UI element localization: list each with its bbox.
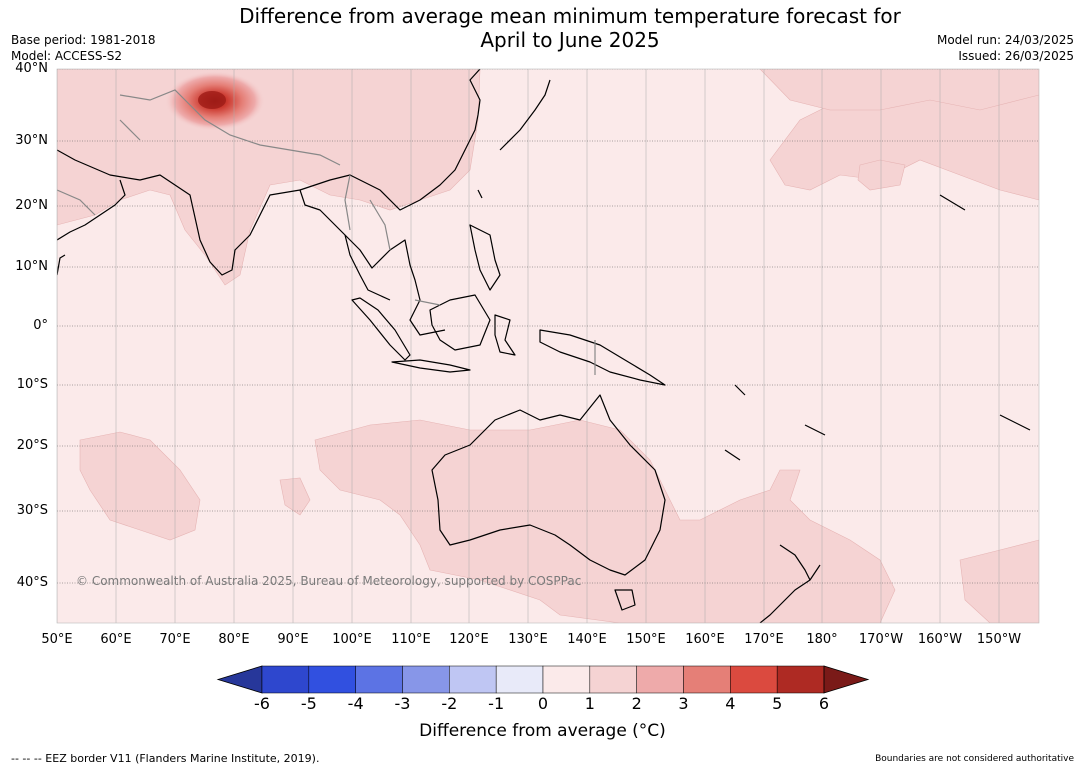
colorbar-segment <box>402 665 450 694</box>
eez-legend: -- -- -- EEZ border V11 (Flanders Marine… <box>11 752 320 765</box>
lon-label: 130°E <box>508 632 548 647</box>
colorbar-tick-label: -6 <box>254 694 270 713</box>
lon-label: 160°W <box>917 632 963 647</box>
lat-label: 20°N <box>15 198 48 213</box>
model-run: Model run: 24/03/2025 <box>936 33 1074 47</box>
lon-label: 120°E <box>449 632 489 647</box>
colorbar-segment <box>542 665 591 694</box>
coast-tasmania <box>614 589 636 611</box>
colorbar-segment <box>730 665 778 694</box>
map-frame <box>56 68 1040 624</box>
anomaly-north-pacific <box>759 69 1039 111</box>
lon-label: 50°E <box>41 632 73 647</box>
colorbar-tick-label: 5 <box>772 694 783 713</box>
coast-china <box>299 69 481 211</box>
lon-label: 80°E <box>218 632 250 647</box>
anomaly-south-indian <box>79 431 201 541</box>
lat-label: 40°S <box>16 575 48 590</box>
colorbar-extension-high <box>823 665 870 694</box>
country-borders <box>57 89 596 375</box>
colorbar-segment <box>636 665 684 694</box>
coast-arabia <box>57 179 126 276</box>
colorbar-tick-label: 4 <box>725 694 736 713</box>
coast-australia <box>431 394 666 576</box>
lon-label: 140°E <box>567 632 607 647</box>
lon-label: 150°E <box>626 632 666 647</box>
coast-sulawesi <box>494 314 516 356</box>
colorbar-segment <box>589 665 637 694</box>
base-period: Base period: 1981-2018 <box>11 33 156 47</box>
colorbar-extension-low <box>216 665 263 694</box>
anomaly-australia <box>314 419 896 623</box>
lon-label: 160°E <box>685 632 725 647</box>
colorbar-tick-label: 2 <box>631 694 642 713</box>
coast-java <box>391 359 471 373</box>
lon-label: 170°W <box>858 632 904 647</box>
colorbar-segment <box>449 665 497 694</box>
anomaly-regions <box>57 69 1039 623</box>
colorbar-segment <box>355 665 403 694</box>
colorbar-segment <box>261 665 310 694</box>
coast-borneo <box>429 294 491 351</box>
lon-label: 110°E <box>391 632 431 647</box>
colorbar-tick-label: 1 <box>584 694 595 713</box>
issued-date: Issued: 26/03/2025 <box>958 49 1074 63</box>
anomaly-asia <box>57 69 481 286</box>
meta-left: Base period: 1981-2018 Model: ACCESS-S2 <box>11 32 156 64</box>
title-line-2: April to June 2025 <box>480 28 660 52</box>
colorbar-tick-label: -1 <box>488 694 505 713</box>
colorbar-tick-label: -3 <box>394 694 411 713</box>
colorbar-tick-label: 3 <box>678 694 689 713</box>
lat-label: 10°N <box>15 259 48 274</box>
colorbar-tick-label: -2 <box>441 694 458 713</box>
lat-label: 30°S <box>16 503 48 518</box>
meta-right: Model run: 24/03/2025 Issued: 26/03/2025 <box>937 32 1074 64</box>
lon-label: 60°E <box>100 632 132 647</box>
title-line-1: Difference from average mean minimum tem… <box>239 4 901 28</box>
coast-se-asia <box>344 234 446 336</box>
boundaries-disclaimer: Boundaries are not considered authoritat… <box>875 754 1074 764</box>
coast-taiwan-japan <box>477 79 551 199</box>
lat-label: 40°N <box>15 61 48 76</box>
coast-new-zealand <box>759 544 821 623</box>
coast-sumatra <box>351 297 411 361</box>
lon-label: 90°E <box>277 632 309 647</box>
graticule <box>57 69 1039 623</box>
lat-label: 0° <box>33 318 48 333</box>
lat-label: 10°S <box>16 377 48 392</box>
colorbar-segment <box>495 665 544 694</box>
coast-philippines <box>469 224 501 291</box>
colorbar-label: Difference from average (°C) <box>419 721 666 741</box>
lon-label: 180° <box>806 632 838 647</box>
anomaly-southwest <box>279 477 311 516</box>
colorbar-tick-label: 6 <box>818 694 830 713</box>
colorbar <box>216 665 870 694</box>
chart-title: Difference from average mean minimum tem… <box>220 4 920 52</box>
anomaly-small-1 <box>857 159 906 191</box>
colorbar-tick-label: -5 <box>300 694 317 713</box>
coast-pacific-islands <box>724 194 1031 461</box>
colorbar-tick-label: -4 <box>347 694 364 713</box>
lat-label: 30°N <box>15 133 48 148</box>
colorbar-segment <box>683 665 731 694</box>
anomaly-southeast <box>959 539 1039 623</box>
lat-label: 20°S <box>16 438 48 453</box>
lon-label: 100°E <box>332 632 372 647</box>
colorbar-segment <box>776 665 825 694</box>
lon-label: 150°W <box>976 632 1022 647</box>
model-name: Model: ACCESS-S2 <box>11 49 123 63</box>
coast-india <box>57 149 391 301</box>
lon-label: 170°E <box>744 632 784 647</box>
colorbar-segment <box>308 665 356 694</box>
colorbar-tick-label: 0 <box>537 694 549 713</box>
copyright-notice: © Commonwealth of Australia 2025, Bureau… <box>76 574 582 588</box>
lon-label: 70°E <box>159 632 191 647</box>
